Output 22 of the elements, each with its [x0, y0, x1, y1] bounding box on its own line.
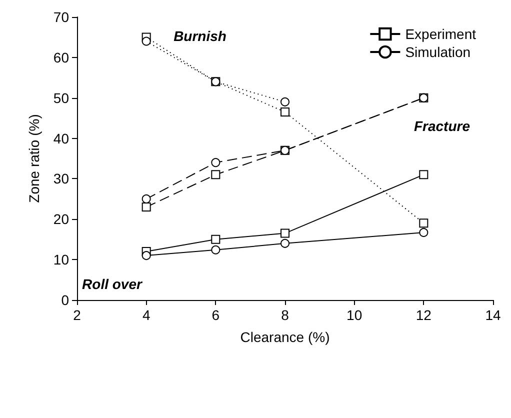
y-tick-label: 20 [53, 211, 70, 228]
y-tick-label: 0 [61, 292, 70, 308]
y-tick-label: 40 [53, 130, 70, 146]
x-tick-label: 14 [485, 307, 501, 323]
y-axis-title: Zone ratio (%) [26, 114, 42, 203]
y-tick-label: 50 [53, 90, 70, 106]
legend-label: Experiment [405, 26, 476, 42]
x-tick-label: 8 [281, 307, 290, 323]
x-tick-label: 6 [212, 307, 220, 323]
x-axis-title: Clearance (%) [240, 329, 330, 345]
annotation: Roll over [82, 276, 144, 292]
y-tick-label: 10 [53, 252, 70, 268]
y-tick-label: 70 [53, 9, 70, 25]
annotation: Fracture [414, 118, 470, 134]
x-tick-label: 10 [346, 307, 362, 323]
y-tick-label: 60 [53, 49, 70, 66]
x-tick-label: 4 [142, 307, 150, 323]
x-tick-label: 2 [73, 307, 82, 323]
y-tick-label: 30 [53, 170, 70, 187]
annotation: Burnish [174, 28, 226, 44]
x-tick-label: 12 [416, 307, 432, 323]
legend-label: Simulation [405, 44, 471, 60]
